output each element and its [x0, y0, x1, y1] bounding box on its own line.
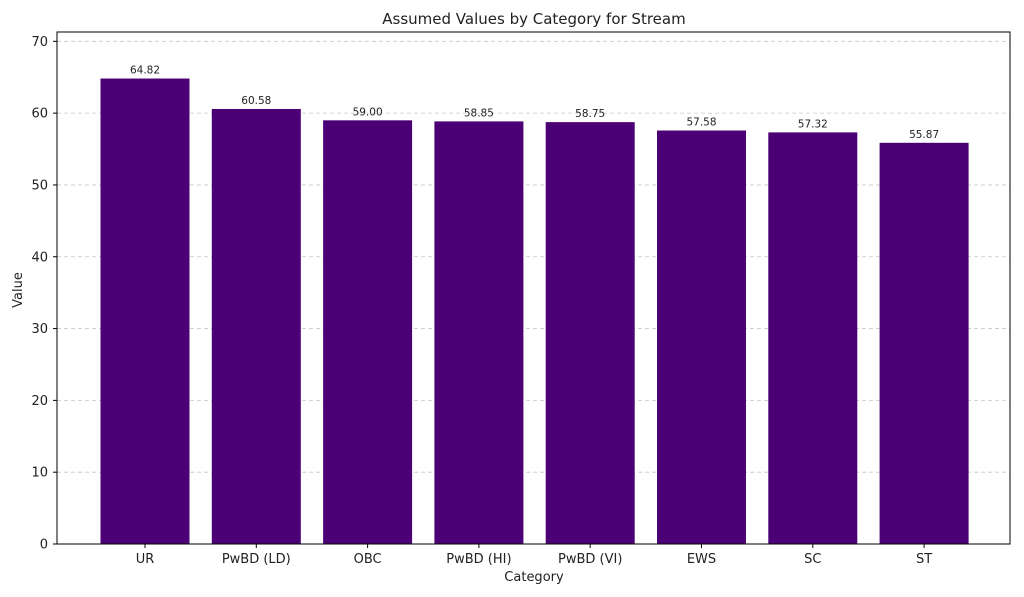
chart-title: Assumed Values by Category for Stream: [382, 10, 685, 28]
grid-lines: [57, 40, 1010, 545]
bar-sc: [768, 132, 858, 544]
y-tick-label: 40: [31, 250, 48, 265]
y-tick-label: 0: [40, 538, 48, 553]
bar-ur: [100, 78, 190, 544]
bar-pwbd-vi: [545, 122, 635, 545]
y-tick-label: 70: [31, 35, 48, 50]
bar-obc: [323, 120, 413, 545]
bars: [100, 78, 969, 545]
bar-value-label: 58.85: [464, 107, 494, 119]
bar-value-label: 60.58: [241, 95, 271, 107]
y-axis-label: Value: [11, 272, 26, 308]
x-tick-label: ST: [916, 552, 932, 567]
bar-st: [879, 142, 969, 544]
x-tick-label: OBC: [354, 552, 382, 567]
plot-frame: [56, 31, 1011, 545]
y-tick-label: 30: [31, 322, 48, 337]
x-axis-label: Category: [504, 570, 564, 585]
bar-value-label: 57.58: [686, 117, 716, 129]
x-tick-label: UR: [136, 552, 155, 567]
y-axis: 0 10 20 30 40 50 60 70: [31, 35, 57, 553]
x-tick-label: PwBD (HI): [446, 552, 511, 567]
bar-value-label: 57.32: [798, 118, 828, 130]
value-labels: 64.82 60.58 59.00 58.85 58.75 57.58 57.32 55.87: [130, 65, 939, 141]
x-tick-label: EWS: [687, 552, 716, 567]
bar-value-label: 58.75: [575, 108, 605, 120]
bar-pwbd-ld: [211, 108, 301, 544]
y-tick-label: 50: [31, 178, 48, 193]
bar-pwbd-hi: [434, 121, 524, 544]
y-tick-label: 10: [31, 466, 48, 481]
x-tick-label: SC: [804, 552, 821, 567]
bar-value-label: 55.87: [909, 129, 939, 141]
bar-value-label: 64.82: [130, 65, 160, 77]
x-tick-label: PwBD (VI): [558, 552, 622, 567]
bar-value-label: 59.00: [353, 106, 383, 118]
y-tick-label: 60: [31, 107, 48, 122]
x-axis: UR PwBD (LD) OBC PwBD (HI) PwBD (VI) EWS SC ST: [136, 544, 932, 567]
bar-ews: [657, 130, 746, 545]
y-tick-label: 20: [31, 394, 48, 409]
x-tick-label: PwBD (LD): [222, 552, 291, 567]
